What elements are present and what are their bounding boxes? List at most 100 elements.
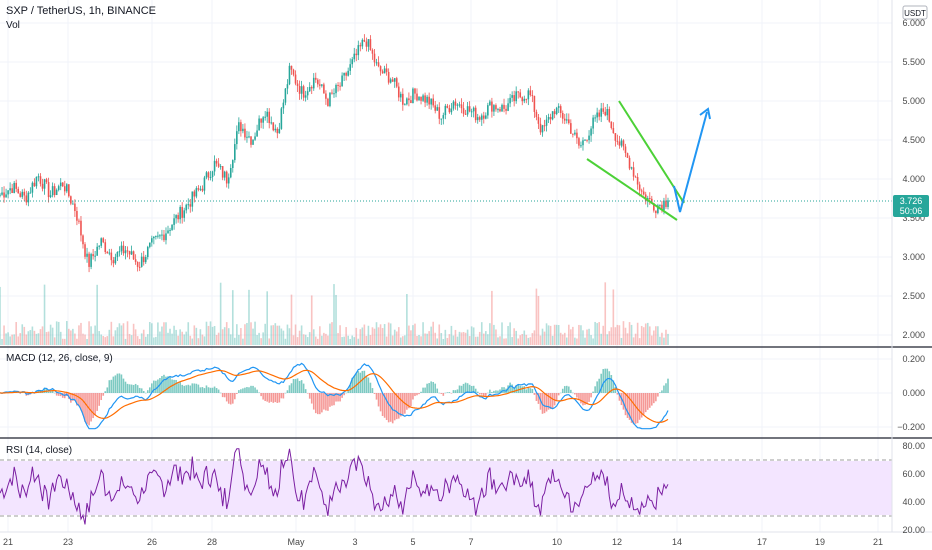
macd-histogram-bar	[314, 393, 317, 414]
volume-bar	[517, 338, 520, 345]
candle-body	[23, 191, 26, 196]
macd-histogram-bar	[557, 393, 560, 396]
volume-bar	[250, 322, 252, 345]
volume-bar	[432, 321, 434, 345]
candle-body	[493, 105, 495, 112]
macd-histogram-bar	[385, 393, 388, 420]
candle-body	[604, 111, 607, 116]
candle-body	[426, 96, 428, 103]
wedge-lower-line[interactable]	[586, 158, 678, 221]
candle-body	[244, 128, 246, 138]
volume-bar	[84, 334, 86, 345]
macd-histogram-bar	[659, 392, 661, 393]
macd-histogram-bar	[393, 393, 396, 421]
volume-bar	[106, 336, 109, 345]
candle-body	[173, 218, 175, 225]
volume-bar	[397, 327, 400, 345]
macd-histogram-bar	[90, 393, 92, 422]
macd-histogram-bar	[211, 387, 214, 393]
candle-body	[608, 109, 611, 122]
macd-histogram-bar	[112, 376, 115, 393]
macd-histogram-bar	[655, 393, 657, 402]
candle-body	[582, 140, 584, 146]
candle-body	[606, 109, 609, 116]
volume-bar	[39, 329, 42, 345]
volume-bar	[553, 324, 556, 345]
candle-body	[5, 194, 7, 198]
macd-histogram-bar	[118, 373, 121, 393]
volume-bar	[213, 325, 216, 345]
macd-histogram-bar	[624, 393, 627, 416]
volume-bar	[96, 284, 98, 345]
drawings[interactable]	[586, 100, 711, 221]
volume-bar	[248, 289, 250, 345]
volume-bar	[450, 325, 453, 345]
rsi-axis[interactable]: 80.00 60.00 40.00 20.00	[902, 441, 925, 535]
volume-bar	[114, 330, 117, 345]
macd-histogram-bar	[478, 393, 481, 395]
macd-histogram-bar	[148, 387, 151, 393]
candle-body	[618, 141, 621, 146]
macd-histogram-bar	[470, 385, 473, 393]
volume-bar	[43, 284, 46, 345]
candle-body	[80, 220, 82, 236]
candle-body	[282, 102, 285, 109]
candle-body	[300, 86, 303, 94]
volume-bar	[86, 338, 88, 345]
volume-bar	[466, 329, 469, 345]
volume-bar	[266, 291, 268, 345]
macd-histogram-bar	[391, 393, 394, 424]
macd-histogram-bar	[124, 381, 127, 393]
candle-body	[513, 95, 515, 102]
wedge-upper-line[interactable]	[618, 100, 685, 204]
volume-bar	[584, 337, 586, 345]
candle-body	[519, 92, 522, 98]
volume-bar	[557, 325, 560, 345]
volume-bar	[100, 334, 103, 345]
macd-histogram-bar	[351, 377, 354, 393]
macd-axis[interactable]: 0.200 0.000 −0.200	[897, 354, 925, 432]
macd-histogram-bar	[472, 385, 475, 393]
candle-body	[527, 90, 530, 100]
currency-badge[interactable]	[902, 5, 928, 20]
macd-histogram-bar	[317, 393, 319, 415]
time-axis[interactable]: 21 23 26 28 May 3 5 7 10 12 14 17 19 21	[3, 537, 883, 547]
volume-bar	[438, 324, 441, 345]
volume-bar	[404, 335, 406, 345]
macd-histogram-bar	[559, 392, 562, 394]
volume-bar	[256, 335, 258, 345]
macd-histogram-bar	[80, 393, 82, 411]
candle-body	[371, 50, 374, 54]
breakout-arrow[interactable]	[673, 111, 708, 213]
volume-bar	[31, 326, 34, 345]
candle-body	[118, 251, 121, 253]
macd-histogram-bar	[102, 393, 105, 396]
volume-bar	[543, 331, 546, 345]
candle-body	[634, 176, 637, 178]
candle-body	[209, 177, 212, 179]
candle-body	[314, 77, 317, 80]
volume-bar	[491, 290, 493, 345]
volume-bar	[207, 325, 210, 345]
candle-body	[61, 182, 64, 187]
macd-histogram-bar	[242, 388, 244, 393]
candle-body	[157, 235, 159, 237]
macd-histogram-bar	[308, 393, 311, 399]
macd-histogram-bar	[72, 393, 74, 401]
volume-bar	[452, 335, 455, 345]
price-axis[interactable]: 6.000 5.500 5.000 4.500 4.000 3.500 3.000 2.500…	[902, 18, 925, 340]
candle-body	[361, 39, 364, 47]
candle-body	[319, 84, 321, 86]
volume-bar	[618, 325, 621, 345]
volume-bar	[507, 325, 509, 345]
volume-bar	[596, 323, 598, 345]
macd-histogram-bar	[165, 376, 167, 393]
candle-body	[327, 98, 329, 107]
volume-bar	[420, 336, 422, 345]
candle-body	[7, 190, 9, 195]
volume-bar	[329, 323, 331, 345]
rsi-title: RSI (14, close)	[6, 445, 72, 456]
macd-histogram-bar	[614, 387, 617, 393]
volume-bar	[157, 322, 159, 345]
